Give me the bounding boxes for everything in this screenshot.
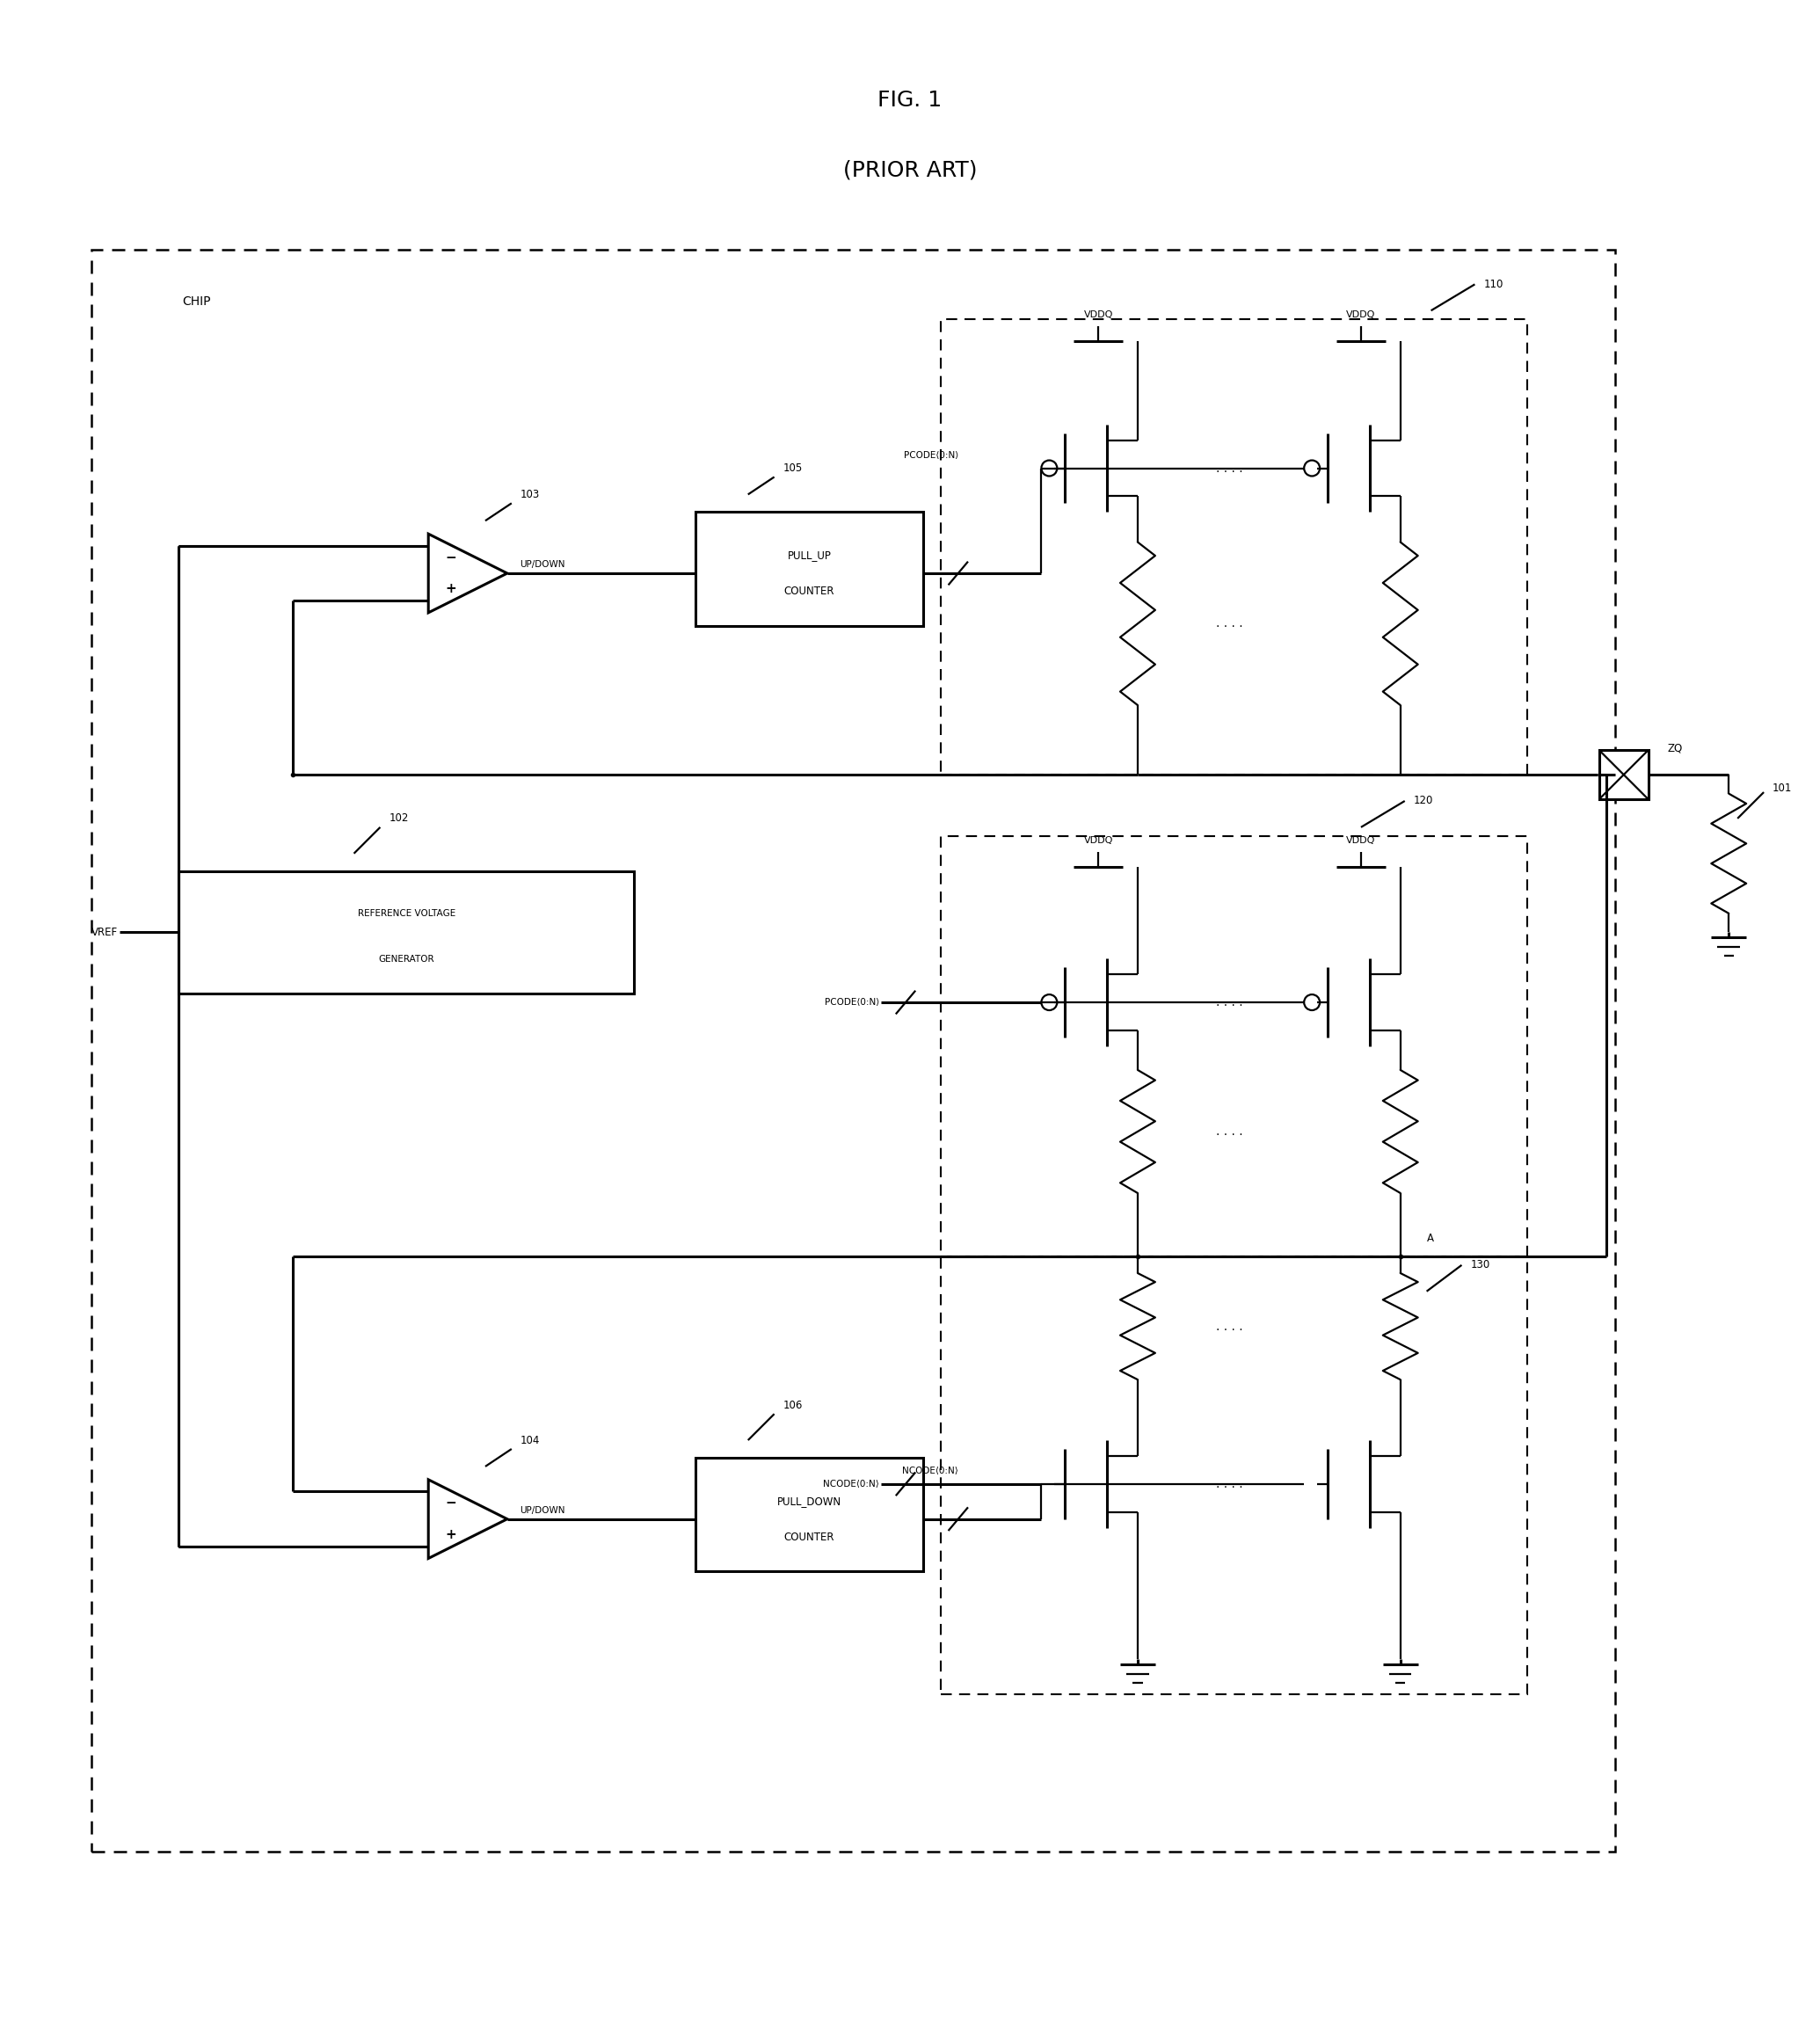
Text: (PRIOR ART): (PRIOR ART)	[843, 160, 977, 181]
Text: PCODE⟨0:N⟩: PCODE⟨0:N⟩	[824, 997, 879, 1007]
Text: COUNTER: COUNTER	[784, 587, 835, 597]
Bar	[941, 837, 1527, 1257]
Text: A: A	[1427, 1233, 1434, 1245]
Text: PULL_DOWN: PULL_DOWN	[777, 1495, 841, 1507]
Text: PCODE⟨0:N⟩: PCODE⟨0:N⟩	[903, 451, 957, 459]
Polygon shape	[428, 1481, 508, 1558]
Text: VDDQ: VDDQ	[1083, 837, 1114, 845]
Text: GENERATOR: GENERATOR	[379, 955, 435, 963]
Text: . . . .: . . . .	[1216, 1125, 1243, 1137]
Text: COUNTER: COUNTER	[784, 1531, 835, 1544]
Text: 120: 120	[1414, 796, 1432, 806]
Bar	[695, 512, 923, 626]
Text: NCODE⟨0:N⟩: NCODE⟨0:N⟩	[823, 1481, 879, 1489]
Text: . . . .: . . . .	[1216, 997, 1243, 1009]
Text: . . . .: . . . .	[1216, 461, 1243, 475]
Bar	[178, 871, 633, 993]
Text: VDDQ: VDDQ	[1347, 311, 1376, 319]
Text: UP/DOWN: UP/DOWN	[519, 561, 564, 569]
Text: 102: 102	[389, 812, 410, 825]
Text: NCODE⟨0:N⟩: NCODE⟨0:N⟩	[903, 1466, 957, 1475]
Text: 104: 104	[521, 1434, 541, 1446]
Text: CHIP: CHIP	[182, 297, 211, 309]
Text: REFERENCE VOLTAGE: REFERENCE VOLTAGE	[357, 910, 455, 918]
Text: 103: 103	[521, 489, 541, 500]
Text: 106: 106	[783, 1399, 803, 1412]
Text: 110: 110	[1483, 278, 1503, 290]
Text: . . . .: . . . .	[1216, 1320, 1243, 1332]
Bar	[941, 1257, 1527, 1694]
Text: VDDQ: VDDQ	[1347, 837, 1376, 845]
Text: 105: 105	[783, 463, 803, 473]
Bar	[91, 250, 1614, 1852]
Bar	[1600, 749, 1649, 800]
Text: 130: 130	[1471, 1259, 1491, 1271]
Bar	[941, 319, 1527, 774]
Text: +: +	[444, 583, 457, 595]
Polygon shape	[428, 534, 508, 613]
Text: ZQ: ZQ	[1667, 743, 1684, 754]
Text: UP/DOWN: UP/DOWN	[519, 1505, 564, 1515]
Text: . . . .: . . . .	[1216, 1479, 1243, 1491]
Text: −: −	[444, 550, 457, 565]
Text: FIG. 1: FIG. 1	[877, 89, 943, 112]
Text: . . . .: . . . .	[1216, 617, 1243, 630]
Text: +: +	[444, 1527, 457, 1542]
Text: VREF: VREF	[91, 926, 118, 938]
Text: 101: 101	[1773, 782, 1793, 794]
Text: VDDQ: VDDQ	[1083, 311, 1114, 319]
Text: −: −	[444, 1497, 457, 1509]
Bar	[695, 1458, 923, 1572]
Text: PULL_UP: PULL_UP	[788, 550, 832, 561]
